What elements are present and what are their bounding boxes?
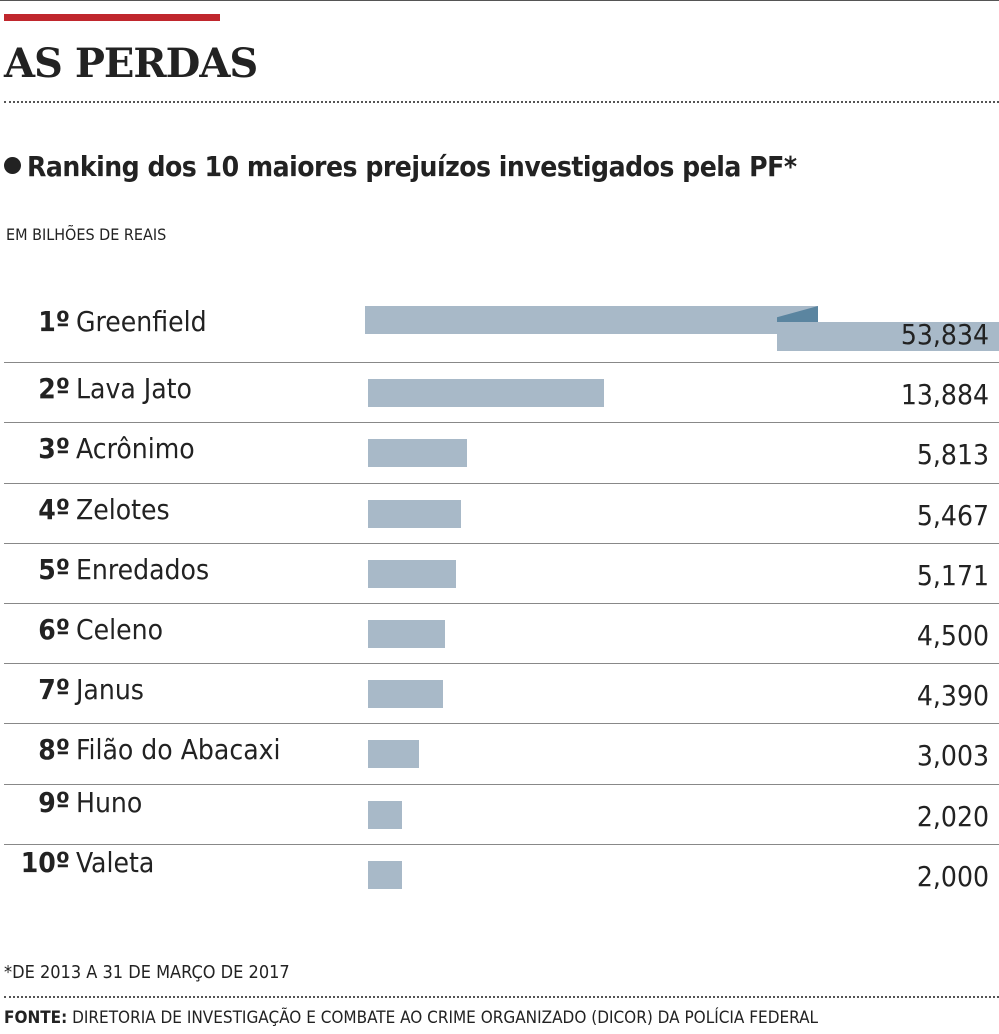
rank-label: 4º	[38, 492, 70, 526]
rank-label: 10º	[20, 845, 70, 879]
bar-greenfield-part2	[777, 322, 999, 351]
source-text: DIRETORIA DE INVESTIGAÇÃO E COMBATE AO C…	[72, 1008, 819, 1028]
rank-label: 2º	[38, 372, 70, 406]
top-rule	[0, 0, 999, 1]
bar-greenfield-part1	[365, 306, 818, 334]
row-separator	[4, 482, 999, 484]
category-label: Enredados	[76, 552, 210, 586]
subtitle-text: Ranking dos 10 maiores prejuízos investi…	[27, 150, 797, 183]
rank-label: 6º	[38, 613, 70, 646]
category-label: Celeno	[76, 613, 163, 646]
dotted-divider-bottom	[4, 996, 999, 998]
chart-subtitle: Ranking dos 10 maiores prejuízos investi…	[4, 150, 797, 183]
value-label: 5,813	[916, 438, 989, 472]
rank-label: 9º	[38, 785, 70, 819]
value-label: 4,500	[916, 619, 989, 652]
value-label: 3,003	[916, 739, 989, 773]
category-label: Lava Jato	[76, 372, 192, 406]
rank-label: 7º	[38, 673, 70, 707]
row-separator	[4, 843, 999, 845]
bar	[368, 800, 403, 829]
footnote: *DE 2013 A 31 DE MARÇO DE 2017	[4, 962, 290, 983]
rank-label: 8º	[38, 733, 70, 767]
row-separator	[4, 422, 999, 424]
unit-label: EM BILHÕES DE REAIS	[6, 225, 167, 244]
value-label: 2,000	[916, 859, 989, 893]
category-label: Acrônimo	[76, 432, 195, 466]
bullet-icon	[4, 157, 21, 174]
rank-label: 3º	[38, 432, 70, 466]
page-title: AS PERDAS	[4, 40, 258, 87]
category-label: Huno	[76, 785, 143, 819]
bar	[368, 740, 420, 769]
row-separator	[4, 723, 999, 725]
rank-label: 5º	[38, 552, 70, 586]
value-label: 13,884	[900, 378, 989, 412]
bar	[368, 680, 443, 709]
rank-label: 1º	[38, 305, 70, 338]
category-label: Janus	[76, 673, 144, 707]
bar	[368, 379, 605, 408]
category-label: Filão do Abacaxi	[76, 733, 281, 767]
bar	[368, 499, 461, 528]
source: FONTE: DIRETORIA DE INVESTIGAÇÃO E COMBA…	[4, 1008, 818, 1028]
value-label: 5,171	[916, 558, 989, 592]
row-separator	[4, 663, 999, 665]
dotted-divider	[4, 101, 999, 103]
value-label: 4,390	[916, 679, 989, 713]
source-label: FONTE:	[4, 1008, 68, 1028]
bar	[368, 439, 467, 468]
category-label: Greenfield	[76, 305, 207, 338]
bar	[368, 559, 456, 588]
bar	[368, 620, 445, 648]
accent-bar	[4, 14, 220, 21]
value-label: 5,467	[916, 498, 989, 532]
value-label: 53,834	[900, 318, 989, 351]
row-separator	[4, 542, 999, 544]
category-label: Valeta	[76, 845, 155, 879]
category-label: Zelotes	[76, 492, 170, 526]
bar	[368, 860, 402, 889]
row-separator	[4, 603, 999, 604]
row-separator	[4, 362, 999, 364]
value-label: 2,020	[916, 799, 989, 833]
row-separator	[4, 783, 999, 785]
